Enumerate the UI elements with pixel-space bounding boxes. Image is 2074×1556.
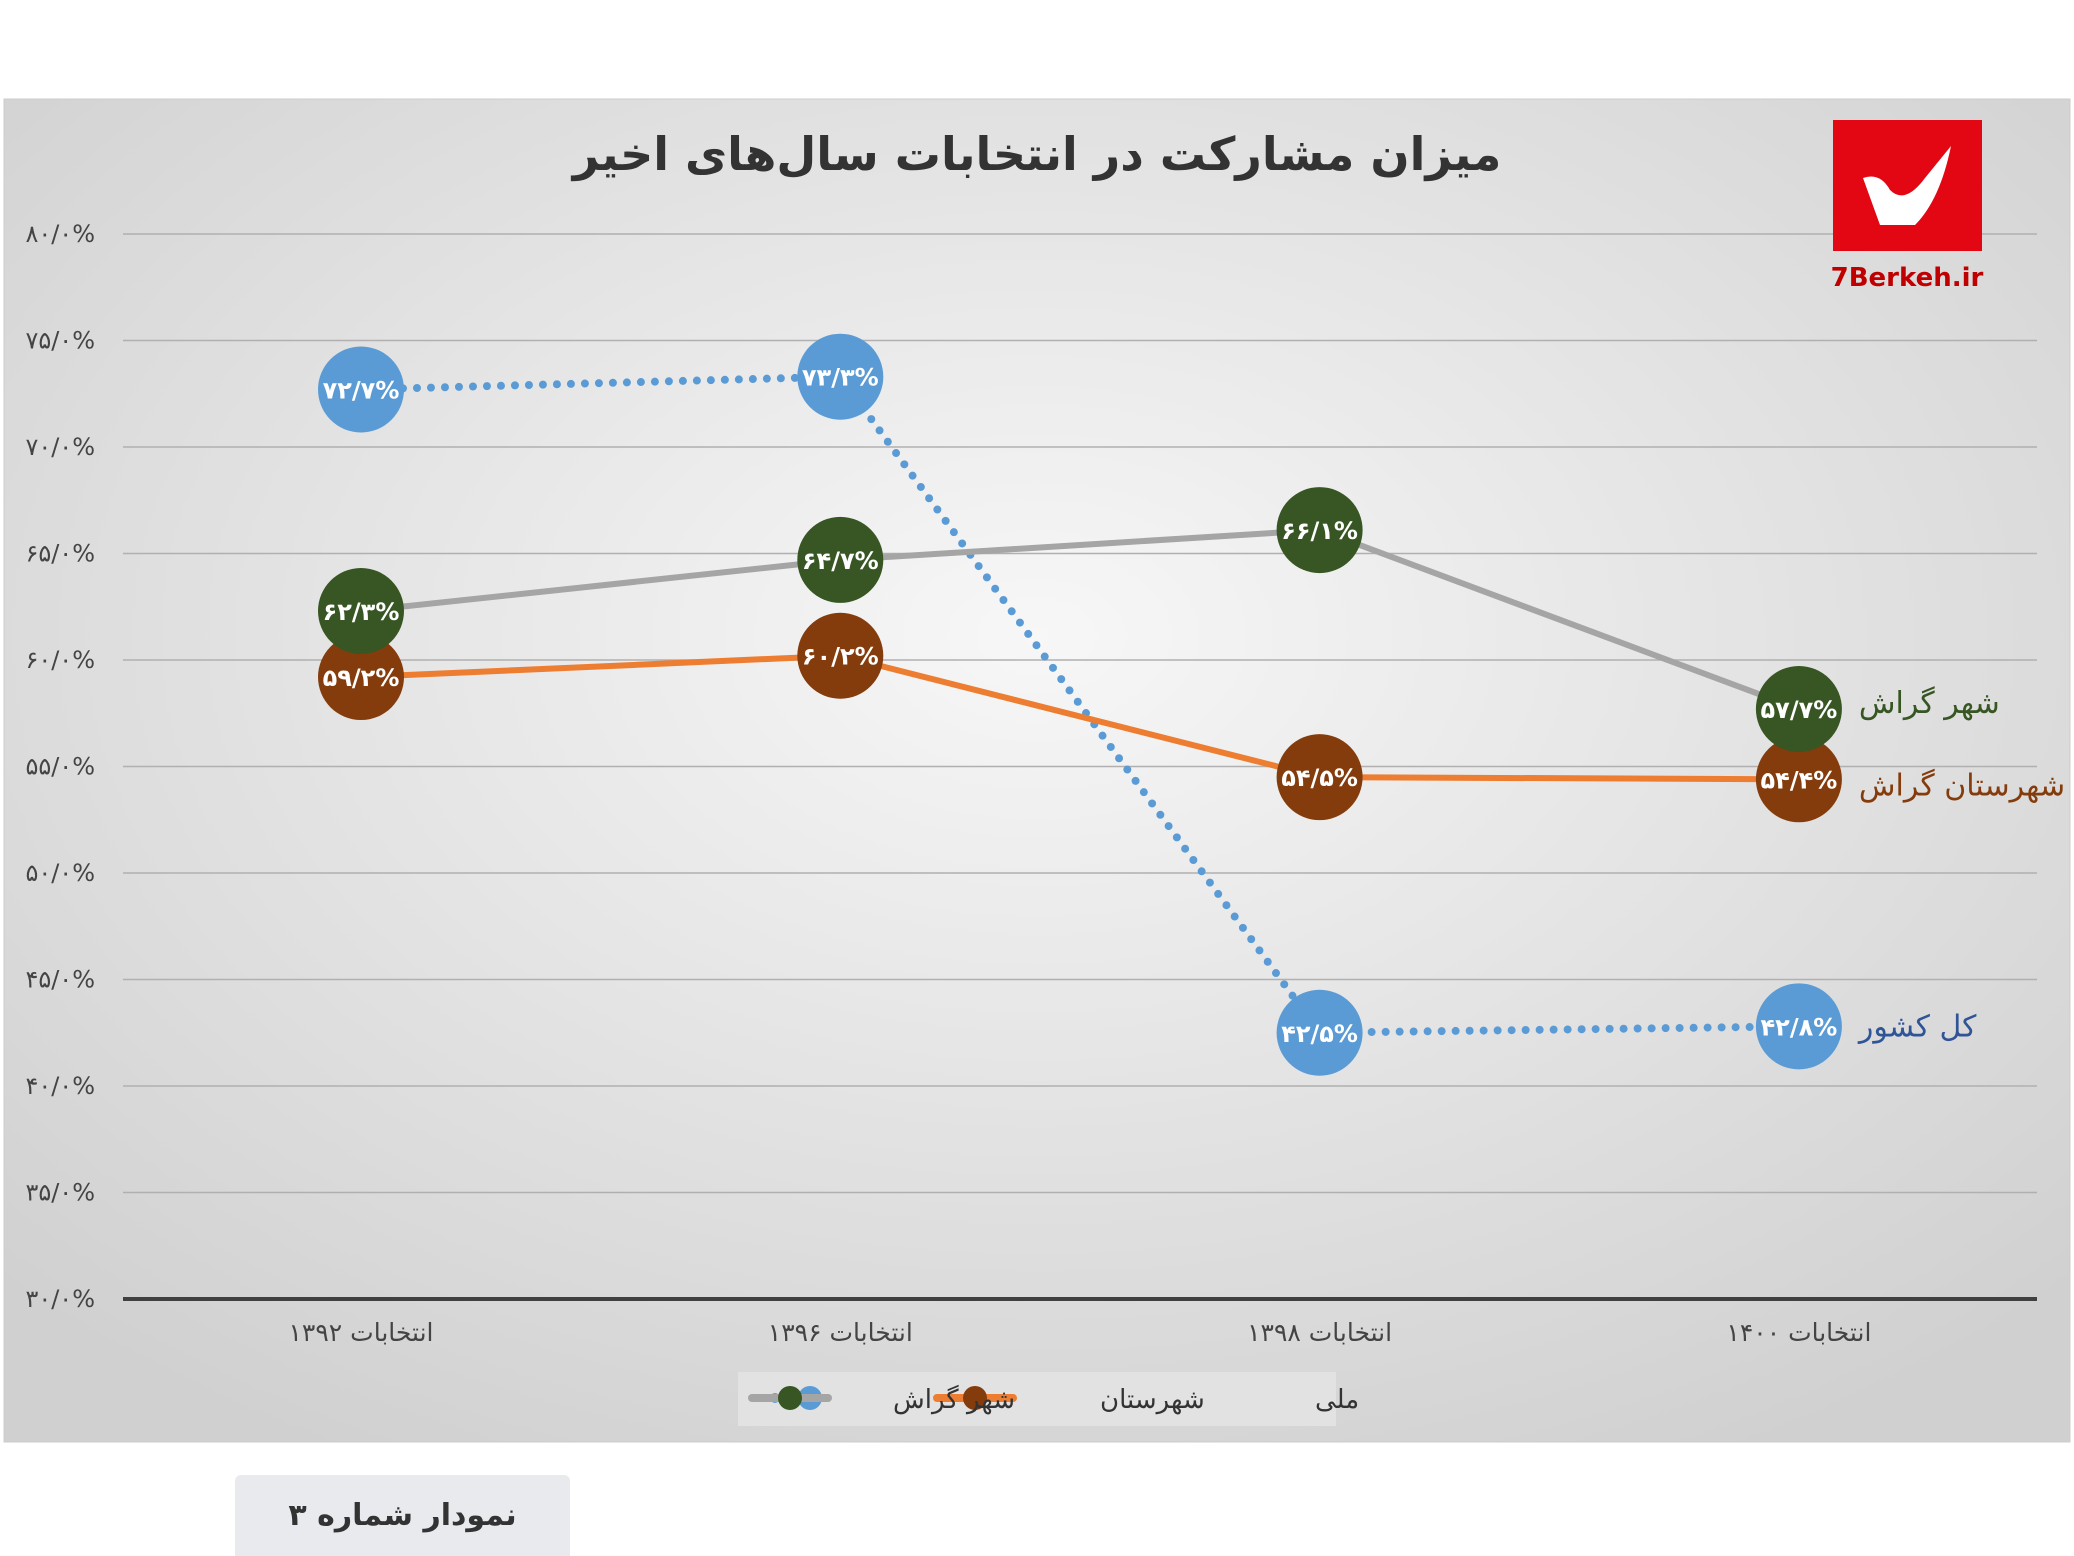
y-tick-label: ۵۰/۰% (25, 859, 95, 887)
data-label: ۵۹/۲% (323, 664, 400, 692)
series-end-label: شهر گراش (1859, 686, 2000, 721)
logo-box (1833, 120, 1982, 251)
y-tick-label: ۶۵/۰% (25, 540, 95, 568)
series-line (360, 527, 1800, 712)
legend-label: شهر گراش (893, 1384, 1015, 1415)
series-line (360, 652, 1799, 783)
y-tick-label: ۷۵/۰% (25, 327, 95, 355)
y-tick-label: ۴۵/۰% (25, 966, 95, 994)
series-end-label: کل کشور (1857, 1009, 1977, 1044)
data-label: ۶۶/۱% (1281, 517, 1358, 545)
y-tick-label: ۷۰/۰% (25, 433, 95, 461)
data-point (318, 346, 404, 433)
data-point (318, 634, 404, 721)
data-point (1276, 734, 1363, 821)
x-tick-label: انتخابات ۱۳۹۶ (768, 1318, 913, 1347)
data-label: ۵۴/۴% (1761, 766, 1838, 794)
y-tick-label: ۳۰/۰% (25, 1285, 95, 1313)
data-point (797, 516, 884, 603)
data-label: ۷۳/۳% (802, 364, 879, 392)
data-label: ۶۴/۷% (802, 547, 879, 575)
x-tick-label: انتخابات ۱۳۹۸ (1247, 1318, 1392, 1347)
data-label: ۶۲/۳% (323, 598, 400, 626)
data-point (797, 333, 884, 420)
x-tick-label: انتخابات ۱۴۰۰ (1726, 1318, 1871, 1347)
series-line (357, 372, 1803, 1037)
legend-label: ملی (1315, 1385, 1359, 1415)
data-label: ۵۴/۵% (1281, 764, 1358, 792)
series-group: ۷۲/۷% ۷۳/۳% ۴۲/۵% ۴۲/۸% کل کشور ۵۹/۲% ۶۰/۲% ۵۴/… (318, 333, 2065, 1076)
logo-text: 7Berkeh.ir (1831, 263, 1984, 293)
legend-label: شهرستان (1100, 1385, 1205, 1415)
data-point (1755, 736, 1842, 823)
chart-title: میزان مشارکت در انتخابات سال‌های اخیر (571, 127, 1502, 181)
legend: ملی شهرستان شهر گراش (738, 1372, 1359, 1426)
data-label: ۵۷/۷% (1761, 696, 1838, 724)
y-tick-label: ۴۰/۰% (25, 1072, 95, 1100)
chart-panel (3, 98, 2071, 1443)
data-label: ۴۲/۵% (1281, 1020, 1358, 1048)
y-tick-label: ۶۰/۰% (25, 646, 95, 674)
data-point (318, 568, 404, 655)
chart-caption: نمودار شماره ۳ (235, 1475, 570, 1556)
grid: ۳۰/۰% ۳۵/۰% ۴۰/۰% ۴۵/۰% ۵۰/۰% ۵۵/۰% ۶۰/۰% ۶۵/۰%… (25, 220, 2037, 1347)
data-label: ۷۲/۷% (323, 376, 400, 404)
y-tick-label: ۳۵/۰% (25, 1179, 95, 1207)
logo: 7Berkeh.ir (1831, 120, 1984, 293)
legend-marker (963, 1386, 987, 1410)
legend-marker (778, 1386, 802, 1410)
data-point (1755, 983, 1842, 1070)
check-icon (1863, 146, 1951, 225)
data-point (797, 612, 884, 699)
data-point (1276, 989, 1363, 1076)
series-end-label: شهرستان گراش (1859, 768, 2065, 803)
data-label: ۴۲/۸% (1761, 1013, 1838, 1041)
y-tick-label: ۵۵/۰% (25, 753, 95, 781)
data-point (1755, 665, 1842, 752)
data-label: ۶۰/۲% (802, 643, 879, 671)
data-point (1276, 487, 1363, 574)
y-tick-label: ۸۰/۰% (25, 220, 95, 248)
x-tick-label: انتخابات ۱۳۹۲ (289, 1318, 434, 1347)
legend-box (738, 1372, 1336, 1426)
